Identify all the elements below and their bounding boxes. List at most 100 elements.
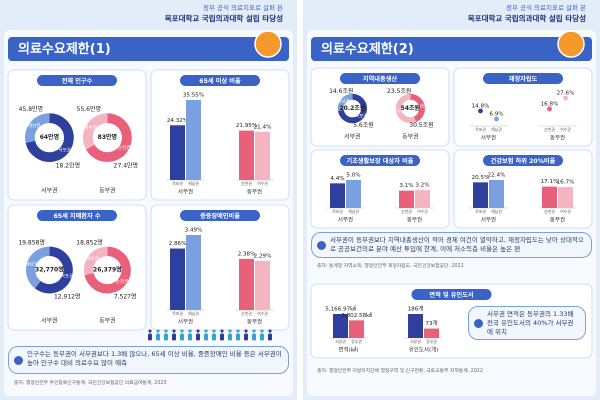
bar-name: 해남권 [491, 209, 502, 214]
donut-segment [83, 246, 108, 276]
bar [424, 328, 439, 338]
bar-name: 목포권 [475, 209, 486, 214]
value-label: 3.49% [185, 228, 203, 234]
person-head [148, 329, 152, 333]
segment-name: 해남권 [25, 260, 37, 267]
donut-total: 32,770명 [35, 266, 64, 274]
donut-segment [25, 113, 74, 162]
bar-name: 서부권 [410, 339, 421, 344]
chart-card [7, 204, 147, 331]
header-line1: 정부 공식 의료지표로 살펴 본 [506, 3, 586, 12]
bar [330, 183, 345, 208]
group-name: 동부권 [550, 134, 565, 142]
bar [489, 180, 504, 208]
segment-label: 19,858명 [18, 238, 45, 246]
person-head [156, 329, 160, 333]
segment-label: 45.8만명 [19, 105, 43, 113]
chart-title: 65세 치매환자 수 [53, 212, 100, 220]
group-name: 동부권 [402, 133, 419, 141]
segment-name: 순천권 [116, 278, 128, 285]
bar [346, 180, 361, 208]
group-name: 서부권 [344, 133, 361, 141]
chart-card [150, 69, 290, 201]
bar-name: 여수권 [257, 181, 268, 186]
person-body [228, 333, 232, 341]
donut-total: 83만명 [98, 133, 117, 141]
header-line1: 정부 공식 의료지표로 살펴 본 [203, 3, 283, 12]
donut-total: 54조원 [401, 104, 420, 112]
person-head [188, 329, 192, 333]
person-body [172, 333, 176, 341]
bar [408, 314, 423, 338]
bar [170, 248, 185, 310]
value-label: 20.5% [472, 175, 490, 181]
note: 인구수는 동부권이 서부권보다 1.3배 많으나, 65세 이상 비율, 중증장… [8, 346, 289, 374]
bar [333, 314, 348, 338]
person-head [180, 329, 184, 333]
group-name: 동부권 [99, 317, 116, 325]
source: 출처: 행정안전부 주민등록인구통계, 국민건강보험공단 의료급여통계, 202… [14, 381, 167, 386]
chart-card [310, 149, 450, 229]
donut-segment [84, 246, 131, 294]
person-head [220, 329, 224, 333]
group-name: 동부권 [550, 216, 565, 224]
segment-label: 14.6조원 [329, 87, 353, 95]
person-body [204, 333, 208, 341]
person-body [268, 333, 272, 341]
value-label: 5,166.97㎢ [325, 305, 356, 313]
note: 서부권이 동부권보다 지역내총생산이 적어 경제 여건이 열악하고, 재정자립도… [311, 232, 592, 258]
segment-name: 목포권 [355, 113, 367, 120]
bar [239, 130, 254, 180]
person-body [244, 333, 248, 341]
bar-name: 동부권 [351, 339, 362, 344]
bar [558, 187, 573, 208]
value-label: 35.55% [183, 93, 204, 99]
person-head [164, 329, 168, 333]
group-name: 서부권 [338, 216, 353, 224]
chart-card [453, 149, 593, 229]
person-body [260, 333, 264, 341]
bar-name: 목포권 [332, 209, 343, 214]
group-name: 서부권 [41, 317, 58, 325]
group-name: 서부권 [178, 318, 193, 326]
value-label: 2.86% [169, 241, 187, 247]
value-label: 16.7% [557, 180, 575, 186]
value-label: 21.95% [236, 123, 257, 129]
chart-title-pill [483, 73, 563, 84]
value-label: 3.1% [399, 183, 413, 189]
chart-title-pill [180, 75, 260, 86]
note: 서부권 면적은 동부권의 1.33배 전국 유인도서의 40%가 서부권에 위치 [468, 306, 586, 340]
chart-card [7, 69, 147, 201]
bar [186, 100, 201, 180]
segment-name: 여수권 [87, 255, 99, 262]
value-label: 186개 [408, 305, 424, 313]
dot [478, 108, 483, 114]
group-name: 면적(㎢) [339, 346, 359, 354]
person-body [196, 333, 200, 341]
donut-segment [395, 93, 417, 124]
donut-segment [83, 113, 108, 150]
group-name: 유인도서(개) [409, 346, 439, 354]
person-head [196, 329, 200, 333]
page-title: 의료수요제한(2) [321, 41, 414, 57]
donut-segment [86, 113, 132, 162]
group-name: 동부권 [247, 188, 262, 196]
person-head [204, 329, 208, 333]
bar [415, 190, 430, 208]
segment-name: 순천권 [118, 144, 130, 151]
group-name: 서부권 [481, 134, 496, 142]
segment-label: 55.6만명 [77, 105, 101, 113]
segment-name: 목포권 [61, 273, 73, 280]
person-body [212, 333, 216, 341]
segment-label: 7,527명 [114, 293, 137, 301]
page-title: 의료수요제한(1) [18, 41, 111, 57]
bar [170, 125, 185, 180]
group-name: 서부권 [178, 188, 193, 196]
chart-title: 지역내총생산 [363, 75, 397, 83]
donut-segment [337, 93, 353, 112]
person-head [252, 329, 256, 333]
bar-name: 목포권 [172, 181, 183, 186]
segment-label: 18.2만명 [56, 161, 80, 169]
group-name: 서부권 [41, 187, 58, 195]
